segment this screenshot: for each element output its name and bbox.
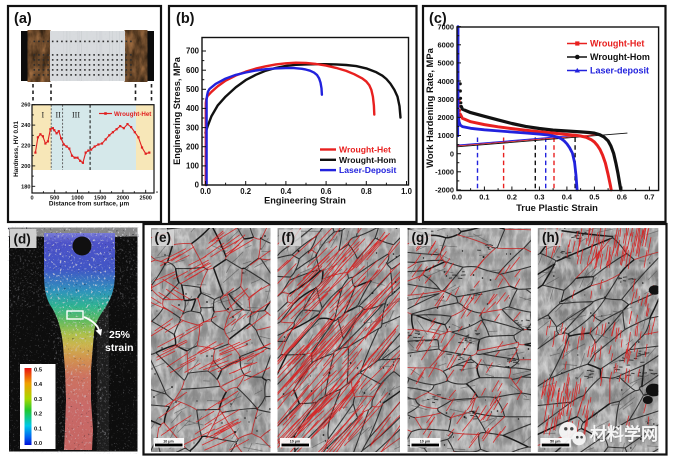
svg-text:500: 500 bbox=[186, 85, 200, 94]
svg-text:(a): (a) bbox=[14, 11, 32, 27]
svg-text:10 μm: 10 μm bbox=[290, 440, 300, 444]
svg-text:240: 240 bbox=[21, 123, 30, 129]
svg-text:strain: strain bbox=[105, 342, 134, 354]
svg-text:1000: 1000 bbox=[438, 131, 454, 140]
svg-text:100: 100 bbox=[186, 162, 200, 171]
svg-text:700: 700 bbox=[186, 47, 200, 56]
svg-text:材料学网: 材料学网 bbox=[590, 424, 658, 444]
svg-text:180: 180 bbox=[21, 184, 30, 190]
svg-text:II: II bbox=[56, 111, 62, 120]
svg-text:260: 260 bbox=[21, 103, 30, 109]
svg-text:0.7: 0.7 bbox=[644, 193, 654, 202]
svg-text:(c): (c) bbox=[429, 11, 447, 27]
svg-text:0.4: 0.4 bbox=[34, 382, 43, 388]
svg-text:0.2: 0.2 bbox=[507, 193, 517, 202]
svg-text:0: 0 bbox=[195, 181, 200, 190]
svg-text:0.3: 0.3 bbox=[534, 193, 544, 202]
svg-text:Wrought-Hom: Wrought-Hom bbox=[339, 155, 396, 165]
svg-text:0.1: 0.1 bbox=[34, 426, 43, 432]
svg-text:6000: 6000 bbox=[438, 41, 454, 50]
svg-text:(g): (g) bbox=[412, 230, 429, 245]
svg-text:0.2: 0.2 bbox=[34, 412, 42, 418]
svg-text:Hardness, HV 0.01: Hardness, HV 0.01 bbox=[13, 121, 20, 177]
svg-text:300: 300 bbox=[186, 123, 200, 132]
svg-text:材料学网: 材料学网 bbox=[591, 425, 659, 445]
svg-text:25%: 25% bbox=[109, 329, 131, 341]
svg-text:50 μm: 50 μm bbox=[550, 440, 560, 444]
svg-text:1500: 1500 bbox=[94, 196, 106, 202]
svg-text:500: 500 bbox=[50, 196, 59, 202]
svg-text:0.4: 0.4 bbox=[280, 187, 292, 196]
svg-text:0: 0 bbox=[30, 196, 33, 202]
svg-text:0.6: 0.6 bbox=[617, 193, 627, 202]
svg-text:-1000: -1000 bbox=[435, 168, 454, 177]
svg-text:I: I bbox=[42, 111, 45, 120]
svg-text:Wrought-Het: Wrought-Het bbox=[590, 39, 644, 49]
svg-text:Engineering Stress, MPa: Engineering Stress, MPa bbox=[172, 56, 182, 165]
svg-text:10 μm: 10 μm bbox=[163, 440, 173, 444]
svg-text:Work Hardening Rate, MPa: Work Hardening Rate, MPa bbox=[424, 47, 435, 167]
svg-text:Laser-deposit: Laser-deposit bbox=[590, 66, 649, 76]
svg-text:0.4: 0.4 bbox=[562, 193, 573, 202]
svg-text:(d): (d) bbox=[14, 232, 31, 247]
svg-text:0.1: 0.1 bbox=[479, 193, 489, 202]
svg-text:1000: 1000 bbox=[71, 196, 83, 202]
svg-text:Engineering Strain: Engineering Strain bbox=[264, 196, 346, 206]
svg-text:(f): (f) bbox=[282, 230, 296, 245]
svg-text:0.2: 0.2 bbox=[240, 187, 252, 196]
svg-text:0.8: 0.8 bbox=[361, 187, 373, 196]
svg-text:0.6: 0.6 bbox=[321, 187, 333, 196]
svg-text:200: 200 bbox=[186, 142, 200, 151]
svg-text:(h): (h) bbox=[542, 230, 559, 245]
svg-text:Wrought-Het: Wrought-Het bbox=[114, 111, 151, 118]
svg-text:Wrought-Hom: Wrought-Hom bbox=[590, 52, 650, 62]
svg-text:Laser-Deposit: Laser-Deposit bbox=[339, 165, 396, 175]
svg-text:200: 200 bbox=[21, 164, 30, 170]
svg-text:0.3: 0.3 bbox=[34, 397, 43, 403]
svg-text:1.0: 1.0 bbox=[401, 187, 413, 196]
svg-text:7000: 7000 bbox=[438, 22, 454, 31]
svg-text:220: 220 bbox=[21, 144, 30, 150]
svg-text:5000: 5000 bbox=[438, 59, 454, 68]
svg-text:4000: 4000 bbox=[438, 77, 454, 86]
svg-text:(b): (b) bbox=[176, 11, 195, 27]
svg-text:-2000: -2000 bbox=[435, 186, 454, 195]
svg-text:0.0: 0.0 bbox=[200, 187, 212, 196]
svg-text:True Plastic Strain: True Plastic Strain bbox=[516, 202, 598, 213]
svg-text:0.5: 0.5 bbox=[34, 368, 43, 374]
svg-text:0: 0 bbox=[450, 149, 454, 158]
svg-text:(e): (e) bbox=[155, 230, 172, 245]
svg-text:400: 400 bbox=[186, 104, 200, 113]
svg-text:2500: 2500 bbox=[139, 196, 151, 202]
svg-text:2000: 2000 bbox=[438, 113, 454, 122]
svg-text:2000: 2000 bbox=[117, 196, 129, 202]
svg-text:Wrought-Het: Wrought-Het bbox=[339, 145, 391, 155]
svg-text:0.5: 0.5 bbox=[589, 193, 599, 202]
svg-text:3000: 3000 bbox=[438, 95, 454, 104]
svg-text:Distance from surface, μm: Distance from surface, μm bbox=[49, 201, 130, 208]
svg-text:600: 600 bbox=[186, 66, 200, 75]
svg-text:10 μm: 10 μm bbox=[420, 440, 430, 444]
svg-text:III: III bbox=[72, 111, 80, 120]
svg-text:0.0: 0.0 bbox=[452, 193, 462, 202]
svg-text:0.0: 0.0 bbox=[34, 441, 42, 447]
